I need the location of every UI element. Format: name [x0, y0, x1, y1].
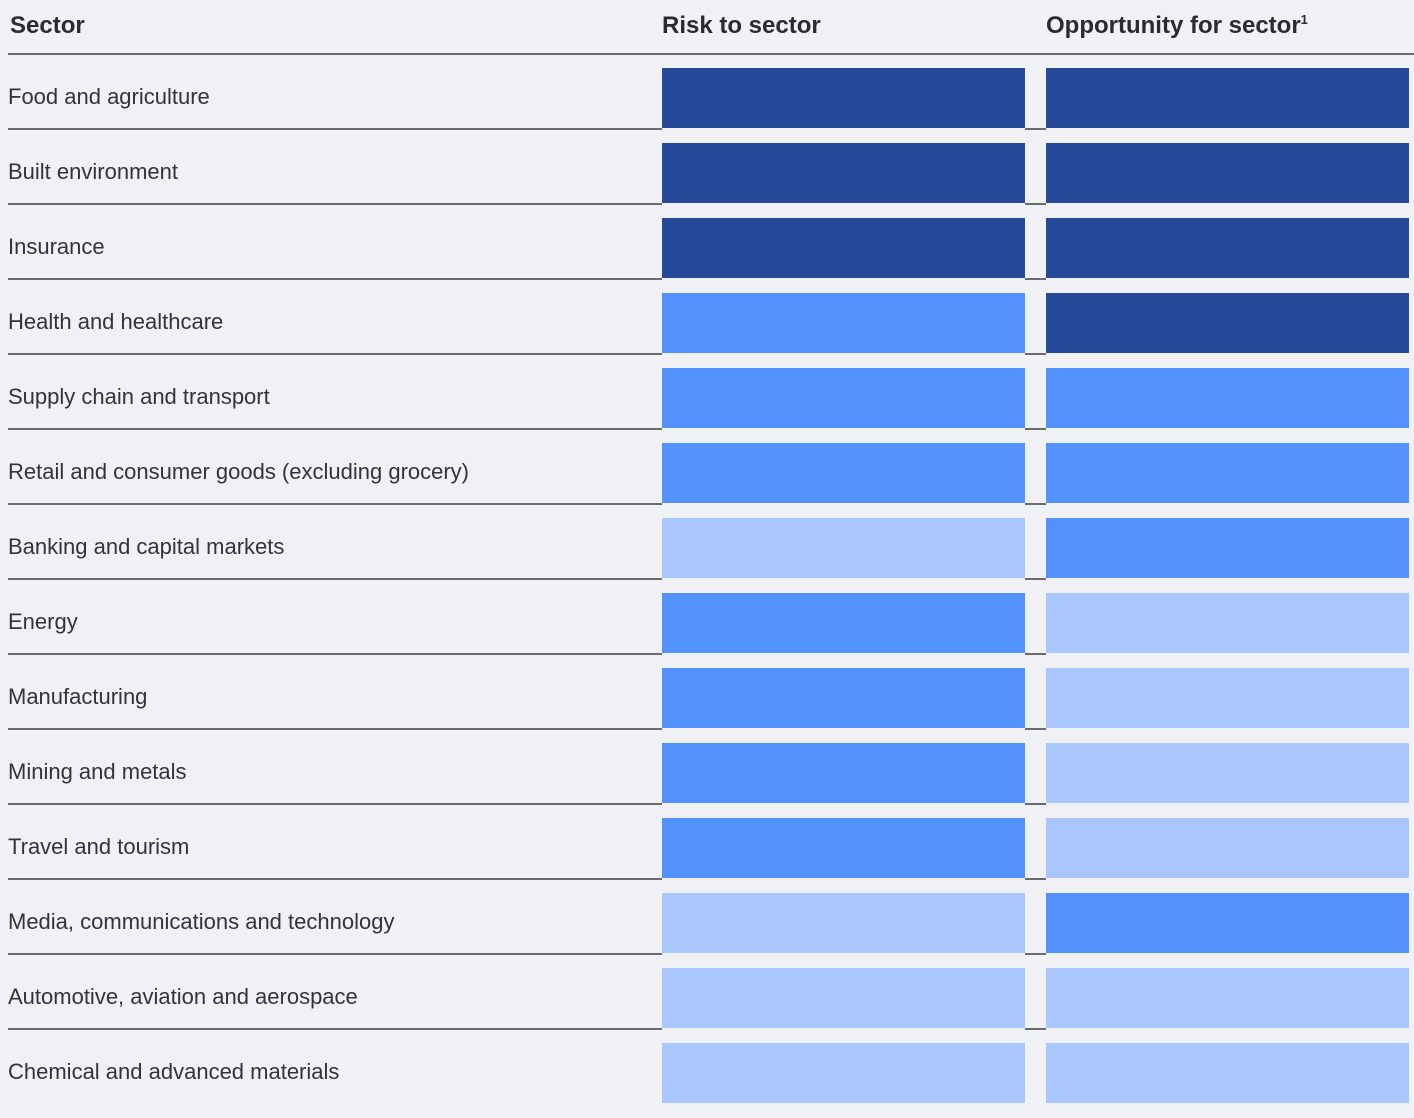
row-divider-gap: [1025, 578, 1046, 580]
table-row: Built environment: [0, 143, 1414, 218]
table-row: Health and healthcare: [0, 293, 1414, 368]
row-divider: [8, 953, 662, 955]
risk-cell: [662, 893, 1025, 953]
row-divider: [8, 728, 662, 730]
risk-cell: [662, 593, 1025, 653]
row-divider-gap: [1025, 503, 1046, 505]
opportunity-cell: [1046, 668, 1409, 728]
column-header-sector: Sector: [10, 12, 85, 39]
risk-cell: [662, 368, 1025, 428]
row-divider: [8, 503, 662, 505]
opportunity-cell: [1046, 1043, 1409, 1103]
table-row: Energy: [0, 593, 1414, 668]
table-row: Supply chain and transport: [0, 368, 1414, 443]
risk-cell: [662, 818, 1025, 878]
risk-cell: [662, 743, 1025, 803]
opportunity-cell: [1046, 743, 1409, 803]
risk-cell: [662, 143, 1025, 203]
sector-label: Supply chain and transport: [8, 384, 270, 409]
risk-cell: [662, 1043, 1025, 1103]
sector-label: Built environment: [8, 159, 178, 184]
row-divider-gap: [1025, 128, 1046, 130]
sector-label: Food and agriculture: [8, 84, 210, 109]
row-divider-gap: [1025, 653, 1046, 655]
row-divider-gap: [1025, 803, 1046, 805]
opportunity-cell: [1046, 218, 1409, 278]
opportunity-cell: [1046, 968, 1409, 1028]
row-divider: [8, 1028, 662, 1030]
header-divider: [8, 53, 1414, 55]
table-row: Automotive, aviation and aerospace: [0, 968, 1414, 1043]
column-header-risk: Risk to sector: [662, 12, 821, 39]
risk-cell: [662, 518, 1025, 578]
sector-label: Banking and capital markets: [8, 534, 285, 559]
row-divider-gap: [1025, 728, 1046, 730]
opportunity-cell: [1046, 518, 1409, 578]
table-row: Mining and metals: [0, 743, 1414, 818]
table-row: Travel and tourism: [0, 818, 1414, 893]
sector-label: Mining and metals: [8, 759, 187, 784]
row-divider-gap: [1025, 278, 1046, 280]
sector-label: Health and healthcare: [8, 309, 224, 334]
opportunity-cell: [1046, 443, 1409, 503]
sector-label: Energy: [8, 609, 78, 634]
sector-label: Chemical and advanced materials: [8, 1059, 340, 1084]
row-divider-gap: [1025, 1028, 1046, 1030]
opportunity-cell: [1046, 68, 1409, 128]
risk-cell: [662, 218, 1025, 278]
table-row: Chemical and advanced materials: [0, 1043, 1414, 1118]
table-row: Media, communications and technology: [0, 893, 1414, 968]
footnote-marker: 1: [1300, 12, 1308, 27]
sector-label: Media, communications and technology: [8, 909, 395, 934]
sector-label: Manufacturing: [8, 684, 148, 709]
row-divider: [8, 803, 662, 805]
sector-label: Travel and tourism: [8, 834, 190, 859]
row-divider: [8, 878, 662, 880]
table-row: Retail and consumer goods (excluding gro…: [0, 443, 1414, 518]
row-divider: [8, 353, 662, 355]
sector-label: Insurance: [8, 234, 105, 259]
table-row: Insurance: [0, 218, 1414, 293]
row-divider-gap: [1025, 203, 1046, 205]
opportunity-cell: [1046, 143, 1409, 203]
row-divider-gap: [1025, 953, 1046, 955]
risk-cell: [662, 68, 1025, 128]
row-divider: [8, 653, 662, 655]
table-row: Banking and capital markets: [0, 518, 1414, 593]
column-header-opportunity-label: Opportunity for sector: [1046, 12, 1301, 39]
risk-cell: [662, 443, 1025, 503]
row-divider-gap: [1025, 878, 1046, 880]
row-divider: [8, 278, 662, 280]
opportunity-cell: [1046, 893, 1409, 953]
row-divider: [8, 128, 662, 130]
row-divider-gap: [1025, 428, 1046, 430]
risk-cell: [662, 293, 1025, 353]
opportunity-cell: [1046, 593, 1409, 653]
opportunity-cell: [1046, 368, 1409, 428]
row-divider-gap: [1025, 353, 1046, 355]
column-header-opportunity: Opportunity for sector1: [1046, 10, 1308, 42]
opportunity-cell: [1046, 293, 1409, 353]
risk-cell: [662, 968, 1025, 1028]
risk-cell: [662, 668, 1025, 728]
sector-label: Automotive, aviation and aerospace: [8, 984, 358, 1009]
row-divider: [8, 428, 662, 430]
sector-label: Retail and consumer goods (excluding gro…: [8, 459, 470, 484]
row-divider: [8, 203, 662, 205]
table-row: Manufacturing: [0, 668, 1414, 743]
opportunity-cell: [1046, 818, 1409, 878]
table-row: Food and agriculture: [0, 68, 1414, 143]
row-divider: [8, 578, 662, 580]
